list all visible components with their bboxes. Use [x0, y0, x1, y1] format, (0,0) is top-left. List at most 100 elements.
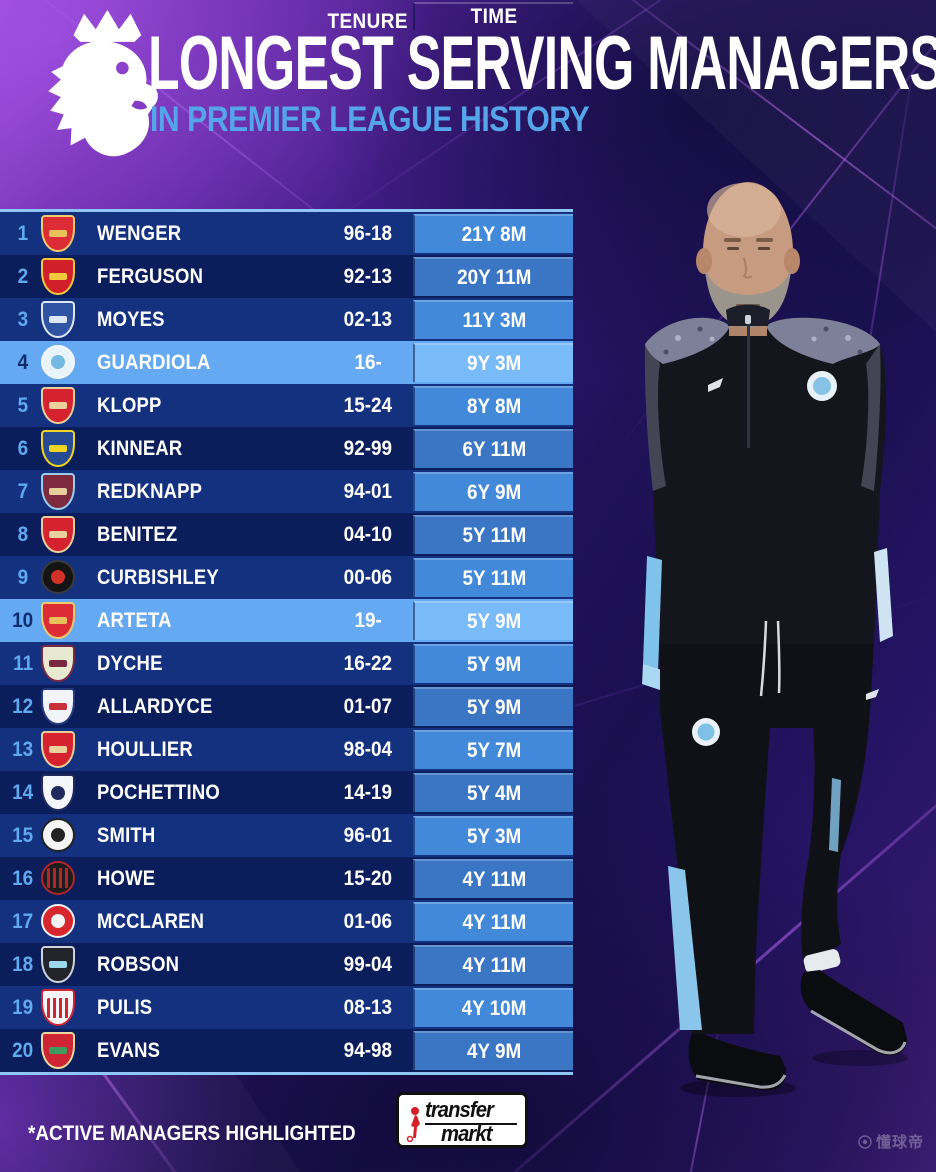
- lion-head-icon: [48, 40, 158, 157]
- club-badge-accent: [47, 868, 69, 888]
- tenure-value: 01-06: [343, 909, 393, 933]
- man-city-badge-icon: [41, 345, 75, 379]
- rank-label: 19: [12, 995, 34, 1019]
- rank-label: 11: [13, 651, 33, 675]
- manager-name: ALLARDYCE: [97, 694, 213, 718]
- rank-label: 20: [12, 1038, 34, 1062]
- rank-label: 8: [17, 522, 29, 546]
- time-value: 6Y 9M: [413, 472, 573, 511]
- derby-badge-icon: [41, 818, 75, 852]
- tenure-value: 15-20: [343, 866, 393, 890]
- liverpool-old-badge-icon: [41, 1032, 75, 1069]
- table-row: 9 CURBISHLEY 00-06 5Y 11M: [0, 556, 573, 599]
- time-value: 4Y 9M: [413, 1031, 573, 1070]
- table-row: 18 ROBSON 99-04 4Y 11M: [0, 943, 573, 986]
- manager-name: MOYES: [97, 307, 165, 331]
- liverpool-badge-icon: [41, 387, 75, 424]
- time-value: 21Y 8M: [413, 214, 573, 253]
- table-row: 20 EVANS 94-98 4Y 9M: [0, 1029, 573, 1072]
- manager-name: SMITH: [97, 823, 156, 847]
- man-united-badge-icon: [41, 258, 75, 295]
- table-row: 4 GUARDIOLA 16- 9Y 3M: [0, 341, 573, 384]
- manager-name: GUARDIOLA: [97, 350, 211, 374]
- time-value: 9Y 3M: [413, 343, 573, 382]
- table-row: 17 MCCLAREN 01-06 4Y 11M: [0, 900, 573, 943]
- manager-name: EVANS: [97, 1038, 161, 1062]
- watermark: 懂球帝: [858, 1131, 924, 1152]
- manager-name: HOWE: [97, 866, 156, 890]
- transfermarkt-word-markt: markt: [441, 1121, 492, 1146]
- manager-name: PULIS: [97, 995, 153, 1019]
- rank-label: 18: [12, 952, 34, 976]
- rank-label: 5: [17, 393, 29, 417]
- table-row: 14 POCHETTINO 14-19 5Y 4M: [0, 771, 573, 814]
- club-badge-accent: [49, 445, 67, 452]
- time-value: 20Y 11M: [413, 257, 573, 296]
- time-value: 5Y 3M: [413, 816, 573, 855]
- tenure-value: 94-01: [343, 479, 393, 503]
- manager-name: BENITEZ: [97, 522, 178, 546]
- manager-name: CURBISHLEY: [97, 565, 219, 589]
- time-value: 4Y 10M: [413, 988, 573, 1027]
- manager-name: FERGUSON: [97, 264, 204, 288]
- tenure-value: 92-13: [343, 264, 393, 288]
- active-managers-footnote: *ACTIVE MANAGERS HIGHLIGHTED: [28, 1122, 356, 1145]
- page-subtitle: IN PREMIER LEAGUE HISTORY: [150, 99, 590, 139]
- tenure-value: 19-: [354, 608, 382, 632]
- manager-name: ARTETA: [97, 608, 172, 632]
- transfermarkt-word-transfer: transfer: [425, 1097, 517, 1125]
- table-row: 10 ARTETA 19- 5Y 9M: [0, 599, 573, 642]
- manager-name: POCHETTINO: [97, 780, 220, 804]
- time-value: 4Y 11M: [413, 902, 573, 941]
- club-badge-accent: [49, 488, 67, 495]
- club-badge-accent: [49, 402, 67, 409]
- table-row: 11 DYCHE 16-22 5Y 9M: [0, 642, 573, 685]
- table-row: 2 FERGUSON 92-13 20Y 11M: [0, 255, 573, 298]
- puma-logo: [708, 378, 723, 392]
- time-value: 5Y 11M: [413, 515, 573, 554]
- tenure-value: 99-04: [343, 952, 393, 976]
- tenure-value: 16-: [354, 350, 382, 374]
- time-value: 5Y 7M: [413, 730, 573, 769]
- liverpool-badge-icon: [41, 516, 75, 553]
- club-badge-accent: [49, 1047, 67, 1054]
- manager-name: HOULLIER: [97, 737, 193, 761]
- rank-label: 1: [17, 221, 29, 245]
- club-badge-accent: [51, 355, 65, 369]
- rank-label: 6: [17, 436, 29, 460]
- arsenal-badge-icon: [41, 602, 75, 639]
- bolton-badge-icon: [41, 688, 75, 725]
- everton-badge-icon: [41, 301, 75, 338]
- watermark-ball-icon: [858, 1134, 872, 1149]
- tenure-value: 04-10: [343, 522, 393, 546]
- tenure-value: 98-04: [343, 737, 393, 761]
- tenure-value: 01-07: [343, 694, 393, 718]
- club-badge-accent: [49, 746, 67, 753]
- manager-name: MCCLAREN: [97, 909, 205, 933]
- tenure-value: 96-18: [343, 221, 393, 245]
- time-value: 11Y 3M: [413, 300, 573, 339]
- club-badge-accent: [49, 617, 67, 624]
- column-header-time: TIME: [413, 2, 573, 30]
- time-value: 5Y 4M: [413, 773, 573, 812]
- bournemouth-badge-icon: [41, 861, 75, 895]
- rank-label: 16: [12, 866, 34, 890]
- time-value: 4Y 11M: [413, 859, 573, 898]
- rank-label: 17: [12, 909, 34, 933]
- table-row: 8 BENITEZ 04-10 5Y 11M: [0, 513, 573, 556]
- manager-name: ROBSON: [97, 952, 180, 976]
- tenure-value: 14-19: [343, 780, 393, 804]
- club-badge-accent: [51, 785, 65, 800]
- liverpool-badge-icon: [41, 731, 75, 768]
- rank-label: 15: [12, 823, 34, 847]
- manager-name: WENGER: [97, 221, 182, 245]
- rank-label: 4: [17, 350, 29, 374]
- managers-table: 1 WENGER 96-18 21Y 8M 2 FERGUSON 92-13 2…: [0, 209, 573, 1075]
- table-row: 3 MOYES 02-13 11Y 3M: [0, 298, 573, 341]
- table-row: 16 HOWE 15-20 4Y 11M: [0, 857, 573, 900]
- club-badge-accent: [49, 703, 67, 710]
- time-value: 4Y 11M: [413, 945, 573, 984]
- premier-league-lion-logo: [48, 9, 158, 157]
- tenure-value: 02-13: [343, 307, 393, 331]
